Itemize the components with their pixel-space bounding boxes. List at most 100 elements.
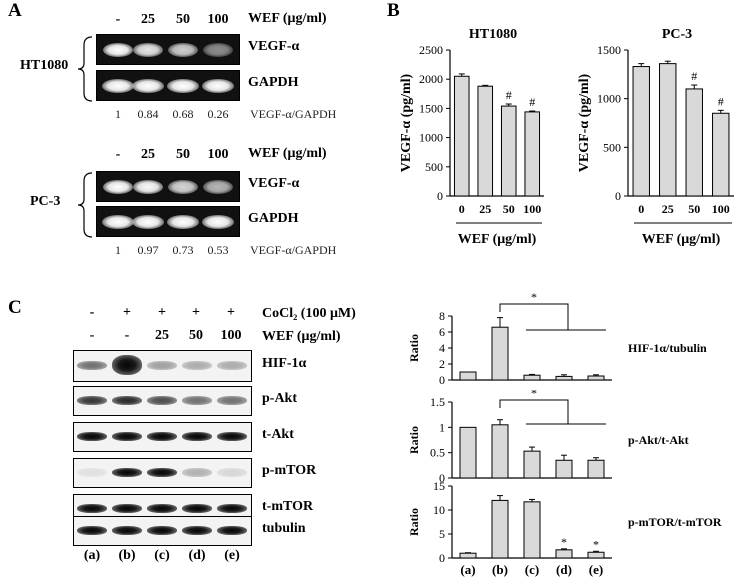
bar <box>491 424 509 479</box>
significance-mark: * <box>593 537 599 551</box>
y-tick-label: 1.5 <box>430 395 445 409</box>
ratio-ht1080-0: 1 <box>115 107 121 121</box>
blot-band <box>77 360 107 370</box>
blot-label: t-Akt <box>262 427 294 442</box>
dose-header-pc3-2: 50 <box>176 147 190 162</box>
blot-band <box>147 360 177 370</box>
bar <box>523 374 541 381</box>
y-tick-label: 5 <box>439 527 445 541</box>
bar <box>500 105 517 197</box>
chart-pmtor-ratio: 0 5 10 15 Ratio (a) (b) (c) * (d) * (e) p-mTOR/t-mTO… <box>407 482 722 577</box>
wef-sign-4: 100 <box>220 328 242 343</box>
significance-mark: # <box>691 69 697 83</box>
bar <box>491 499 509 559</box>
blot-band <box>147 467 177 477</box>
cocl2-sign-0: - <box>89 305 95 320</box>
bar <box>459 426 477 479</box>
y-tick-label: 1000 <box>597 92 621 106</box>
blot-band <box>182 395 212 405</box>
dose-header-3: 100 <box>207 12 229 27</box>
y-tick-label: 4 <box>439 341 445 355</box>
cocl2-label: CoCl₂ (100 μM) <box>262 306 356 321</box>
significance-mark: # <box>529 95 535 109</box>
significance-mark: * <box>561 535 567 549</box>
wef-label-c: WEF (μg/ml) <box>262 329 341 344</box>
y-tick-label: 0 <box>615 189 621 203</box>
wef-label-a2: WEF (μg/ml) <box>248 146 327 161</box>
bar <box>659 63 677 197</box>
x-axis-label: WEF (μg/ml) <box>458 232 537 247</box>
y-tick-label: 500 <box>425 160 443 174</box>
blot-band <box>217 503 247 513</box>
gel-band-gapdh <box>102 79 134 93</box>
y-tick-label: 6 <box>439 325 445 339</box>
blot-band <box>112 503 142 513</box>
y-tick-label: 15 <box>433 482 445 493</box>
bar <box>587 551 605 559</box>
blot-band <box>217 360 247 370</box>
y-tick-label: 1 <box>439 420 445 434</box>
blot-band <box>112 431 142 441</box>
dose-header-pc3-0: - <box>115 147 121 162</box>
blot-label: HIF-1α <box>262 356 307 371</box>
y-tick-label: 0 <box>439 551 445 565</box>
ratio-title: HIF-1α/tubulin <box>628 341 707 355</box>
dose-header-1: 25 <box>141 12 155 27</box>
blot-band <box>182 467 212 477</box>
blot-band <box>147 525 177 535</box>
gel-band-gapdh <box>202 79 234 93</box>
dose-header-pc3-1: 25 <box>141 147 155 162</box>
blot-band <box>217 467 247 477</box>
y-tick-label: 8 <box>439 309 445 323</box>
significance-mark: # <box>718 94 724 108</box>
x-tick-label: 50 <box>503 202 515 216</box>
bar <box>587 375 605 381</box>
bar <box>685 88 703 197</box>
panel-a-letter: A <box>8 0 22 21</box>
blot-band <box>112 395 142 405</box>
y-axis-label: Ratio <box>407 334 421 362</box>
gel-band-vegf <box>133 43 163 57</box>
blot-label: t-mTOR <box>262 499 314 514</box>
cocl2-sign-2: + <box>158 305 166 320</box>
bracket-ht1080 <box>77 36 93 102</box>
bar <box>459 552 477 559</box>
significance-mark: # <box>506 88 512 102</box>
gel-band-gapdh <box>167 79 199 93</box>
blot-band <box>182 525 212 535</box>
lane-e: (e) <box>224 548 240 563</box>
blot-band <box>77 431 107 441</box>
gel-band-gapdh <box>132 79 164 93</box>
gel-band-vegf <box>168 180 198 194</box>
dose-header-2: 50 <box>176 12 190 27</box>
gel-label-vegf-ht1080: VEGF-α <box>248 39 300 54</box>
blot-band <box>112 467 142 477</box>
bar <box>555 375 573 381</box>
y-tick-label: 1500 <box>419 101 443 115</box>
wef-sign-3: 50 <box>189 328 203 343</box>
y-tick-label: 2500 <box>419 43 443 57</box>
y-tick-label: 2 <box>439 357 445 371</box>
panel-b-letter: B <box>387 0 400 21</box>
chart-pakt-ratio: 0 0.5 1 1.5 Ratio * p-Akt/t-Akt <box>407 390 689 485</box>
y-tick-label: 1500 <box>597 43 621 57</box>
blot-band <box>182 360 212 370</box>
chart-title: PC-3 <box>662 27 692 42</box>
x-tick-label: (b) <box>492 562 508 577</box>
blot-label: tubulin <box>262 521 306 536</box>
x-tick-label: 0 <box>459 202 465 216</box>
chart-title: HT1080 <box>469 27 517 42</box>
y-tick-label: 1000 <box>419 131 443 145</box>
blot-label: p-mTOR <box>262 463 317 478</box>
x-tick-label: 0 <box>638 202 644 216</box>
bar <box>712 112 730 197</box>
wef-sign-1: - <box>124 328 130 343</box>
cell-line-pc3: PC-3 <box>30 194 61 209</box>
bar <box>491 326 509 381</box>
y-tick-label: 500 <box>603 140 621 154</box>
blot-band <box>147 503 177 513</box>
x-tick-label: (d) <box>556 562 572 577</box>
gel-band-gapdh <box>202 215 234 229</box>
y-tick-label: 0 <box>439 471 445 485</box>
ratio-title: p-mTOR/t-mTOR <box>628 515 722 529</box>
